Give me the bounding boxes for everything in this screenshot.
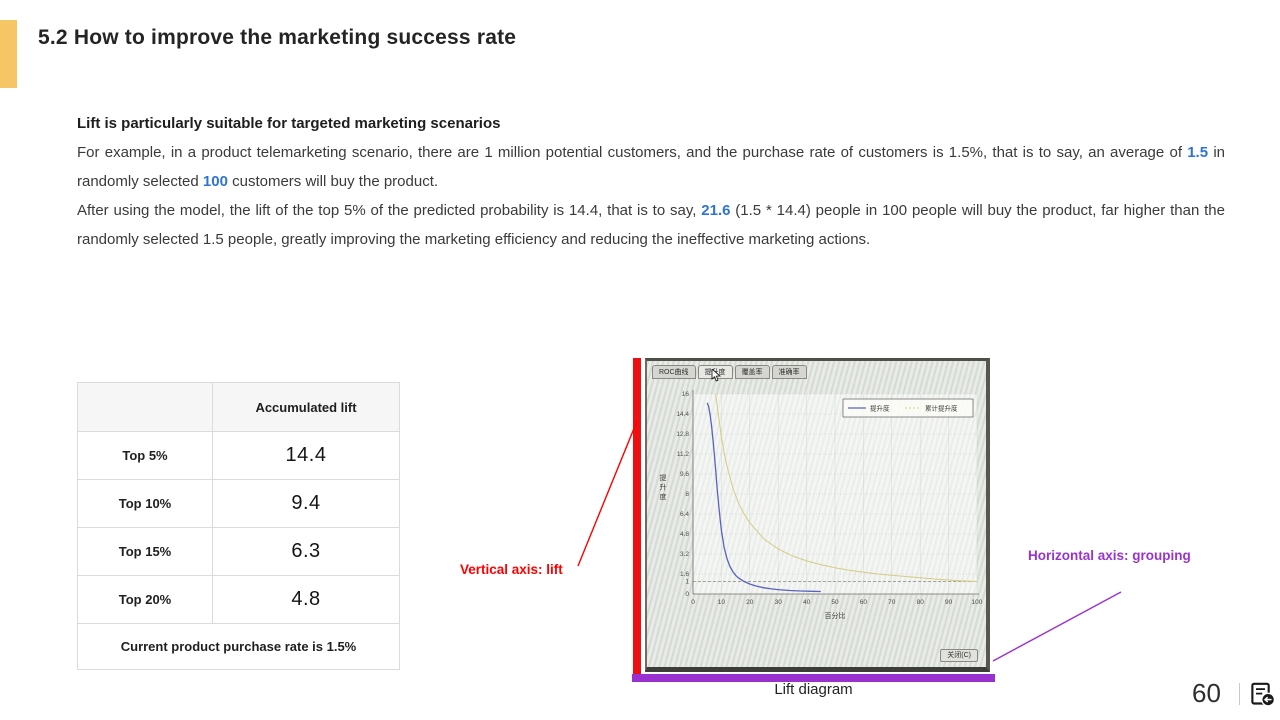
y-tick-label: 3.2 (680, 551, 689, 558)
table-header-empty (77, 382, 213, 432)
series-提升度 (706, 402, 821, 593)
page-number: 60 (1192, 678, 1221, 708)
table-header-row: Accumulated lift (77, 382, 400, 432)
legend-label-accumulated: 累计提升度 (925, 404, 958, 413)
p2-text-1: After using the model, the lift of the t… (77, 202, 702, 219)
p1-text-2: in randomly selected (77, 144, 1225, 190)
y-tick-label: 11.2 (677, 451, 690, 458)
x-tick-label: 60 (860, 599, 868, 606)
lift-diagram-screenshot: ROC曲线提升度覆盖率准确率 0102030405060708090100011… (645, 358, 990, 672)
red-annotation-line (577, 420, 638, 567)
chart-tab-3[interactable]: 准确率 (771, 365, 807, 379)
highlight-1-5: 1.5 (1187, 144, 1209, 161)
body-paragraph-1: For example, in a product telemarketing … (77, 138, 1225, 196)
x-tick-label: 50 (831, 599, 839, 606)
vertical-axis-annotation: Vertical axis: lift (460, 562, 563, 577)
y-axis-label: 提 (660, 473, 667, 482)
chart-tab-2[interactable]: 覆盖率 (734, 365, 770, 379)
row-value: 14.4 (212, 431, 400, 480)
y-tick-label: 1 (685, 579, 689, 586)
row-value: 6.3 (212, 527, 400, 576)
row-label: Top 20% (77, 575, 213, 624)
page-title: 5.2 How to improve the marketing success… (38, 26, 517, 49)
notes-document-icon[interactable] (1249, 682, 1276, 707)
y-tick-label: 12.8 (676, 431, 689, 438)
table-footer-note: Current product purchase rate is 1.5% (77, 623, 400, 670)
horizontal-axis-annotation: Horizontal axis: grouping (1028, 548, 1191, 563)
purple-axis-highlight-bar (632, 674, 995, 682)
p2-text-2: (1.5 * 14.4) people in 100 people will b… (77, 202, 1225, 248)
table-footer-row: Current product purchase rate is 1.5% (77, 623, 400, 670)
title-accent-bar (0, 20, 17, 88)
accumulated-lift-table: Accumulated lift Top 5% 14.4 Top 10% 9.4… (77, 382, 400, 670)
p1-text-3: customers will buy the product. (227, 173, 439, 190)
footer-divider (1239, 683, 1240, 705)
y-tick-label: 1.6 (680, 571, 689, 578)
y-axis-label: 升 (660, 483, 667, 492)
y-tick-label: 14.4 (676, 411, 689, 418)
y-tick-label: 6.4 (680, 511, 689, 518)
x-tick-label: 70 (888, 599, 896, 606)
body-text-block: Lift is particularly suitable for target… (77, 109, 1225, 254)
chart-tab-0[interactable]: ROC曲线 (652, 365, 696, 379)
x-axis-label: 百分比 (825, 611, 846, 620)
row-value: 9.4 (212, 479, 400, 528)
x-tick-label: 30 (775, 599, 783, 606)
purple-annotation-line (992, 591, 1122, 662)
y-tick-label: 9.6 (680, 471, 689, 478)
legend-label-lift: 提升度 (870, 404, 890, 413)
y-axis-label: 度 (660, 492, 667, 501)
mouse-cursor-icon (711, 369, 722, 382)
figure-caption: Lift diagram (774, 681, 853, 698)
y-tick-label: 16 (682, 391, 690, 398)
x-tick-label: 40 (803, 599, 811, 606)
highlight-100: 100 (202, 173, 228, 190)
x-tick-label: 80 (917, 599, 925, 606)
table-row: Top 15% 6.3 (77, 527, 400, 576)
row-value: 4.8 (212, 575, 400, 624)
x-tick-label: 20 (746, 599, 754, 606)
close-button[interactable]: 关闭(C) (940, 649, 978, 662)
lift-chart-plot: 0 10 20 30 40 50 60 70 80 90 100 0 1 1.6 3.2 4.8 6.4 8 9.6… (647, 382, 986, 645)
y-tick-label: 8 (685, 491, 689, 498)
x-tick-label: 0 (691, 599, 695, 606)
y-tick-label: 4.8 (680, 531, 689, 538)
row-label: Top 5% (77, 431, 213, 480)
series-累计提升度 (715, 393, 978, 582)
table-row: Top 10% 9.4 (77, 479, 400, 528)
x-tick-label: 10 (718, 599, 726, 606)
chart-tab-bar: ROC曲线提升度覆盖率准确率 (652, 365, 807, 379)
p1-text-1: For example, in a product telemarketing … (77, 144, 1188, 161)
table-row: Top 20% 4.8 (77, 575, 400, 624)
table-row: Top 5% 14.4 (77, 431, 400, 480)
table-header-accumulated-lift: Accumulated lift (212, 382, 400, 432)
legend-box (842, 398, 974, 418)
x-tick-label: 90 (945, 599, 953, 606)
body-paragraph-2: After using the model, the lift of the t… (77, 196, 1225, 254)
x-tick-label: 100 (972, 599, 983, 606)
y-tick-label: 0 (685, 591, 689, 598)
red-axis-highlight-bar (633, 358, 641, 678)
lift-diagram-figure: ROC曲线提升度覆盖率准确率 0102030405060708090100011… (632, 358, 995, 682)
highlight-21-6: 21.6 (701, 202, 731, 219)
body-heading: Lift is particularly suitable for target… (77, 115, 501, 132)
row-label: Top 15% (77, 527, 213, 576)
row-label: Top 10% (77, 479, 213, 528)
